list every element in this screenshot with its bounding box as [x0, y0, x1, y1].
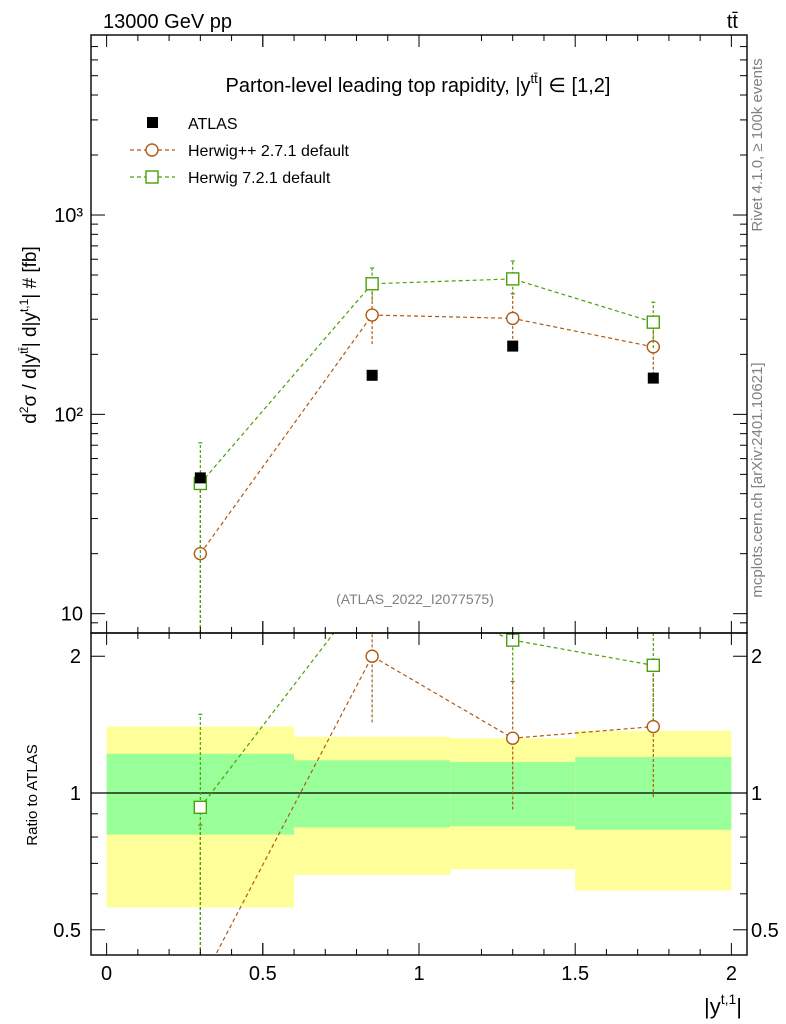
legend-marker-herwigpp: [145, 143, 159, 157]
axes: 0 0.5 1 1.5 2 10 10² 10³ 0.5 0.5 1 1 2 2: [53, 34, 779, 985]
ratio-tick-label-right: 1: [751, 783, 762, 805]
analysis-id: (ATLAS_2022_I2077575): [336, 591, 494, 607]
point-1-2: [506, 272, 520, 286]
atlas-point-0: [194, 472, 206, 484]
point-1-3: [646, 315, 660, 329]
ratio-tick-label: 0.5: [53, 920, 81, 942]
title-tail: | ∈ [1,2]: [538, 75, 611, 97]
energy-label: 13000 GeV pp: [103, 11, 232, 33]
inner-band-1: [294, 760, 451, 828]
ratio-tick-label-right: 0.5: [751, 920, 779, 942]
ratio-line-0: [214, 655, 654, 955]
legend-label-herwig7: Herwig 7.2.1 default: [188, 170, 331, 187]
ratio-axis-label: Ratio to ATLAS: [24, 744, 41, 845]
point-0-1: [365, 308, 379, 322]
y-tick-label: 10²: [54, 404, 83, 426]
series-line-0: [199, 314, 654, 555]
ratio-tick-label-right: 2: [751, 646, 762, 668]
process-label: tt̄: [727, 11, 739, 33]
mcplots-label: mcplots.cern.ch [arXiv:2401.10621]: [749, 362, 766, 597]
series-line-1: [199, 278, 654, 484]
rivet-label: Rivet 4.1.0, ≥ 100k events: [749, 58, 766, 231]
uncertainty-bands: [91, 726, 747, 908]
x-tick-label: 1.5: [561, 963, 589, 985]
point-1-1: [365, 277, 379, 291]
x-tick-label: 0.5: [249, 963, 277, 985]
y-tick-label: 10: [61, 604, 83, 626]
ratio-tick-label: 1: [70, 783, 81, 805]
ratio-line-1: [199, 633, 654, 808]
legend-marker-atlas: [147, 117, 158, 128]
legend: ATLAS Herwig++ 2.7.1 default Herwig 7.2.…: [130, 116, 350, 187]
main-series: [193, 260, 660, 633]
title-var: y: [521, 75, 531, 97]
atlas-point-1: [366, 369, 378, 381]
x-tick-label: 1: [413, 963, 424, 985]
x-tick-label: 0: [101, 963, 112, 985]
legend-marker-herwig7: [145, 170, 159, 184]
x-tick-label: 2: [726, 963, 737, 985]
ratio-tick-label: 2: [70, 646, 81, 668]
legend-label-atlas: ATLAS: [188, 116, 238, 133]
y-tick-label: 10³: [54, 205, 83, 227]
atlas-point-3: [647, 372, 659, 384]
ratio-point-0-1: [365, 649, 379, 663]
ratio-point-1-3: [646, 658, 660, 673]
ratio-point-0-2: [506, 731, 520, 745]
legend-label-herwigpp: Herwig++ 2.7.1 default: [188, 143, 350, 160]
y-axis-label: d2σ / d|ytt̄| d|yt,1| # [fb]: [17, 246, 41, 424]
ratio-point-1-0: [193, 800, 208, 815]
ratio-series: [193, 632, 660, 955]
atlas-point-2: [507, 340, 519, 352]
title-sup: tt̄: [531, 71, 539, 86]
ratio-point-0-3: [646, 719, 660, 734]
chart-title: Parton-level leading top rapidity, |ytt̄…: [226, 71, 611, 97]
x-axis-label: |yt,1|: [704, 991, 742, 1019]
point-0-2: [506, 311, 520, 326]
title-main: Parton-level leading top rapidity, |: [226, 75, 521, 97]
